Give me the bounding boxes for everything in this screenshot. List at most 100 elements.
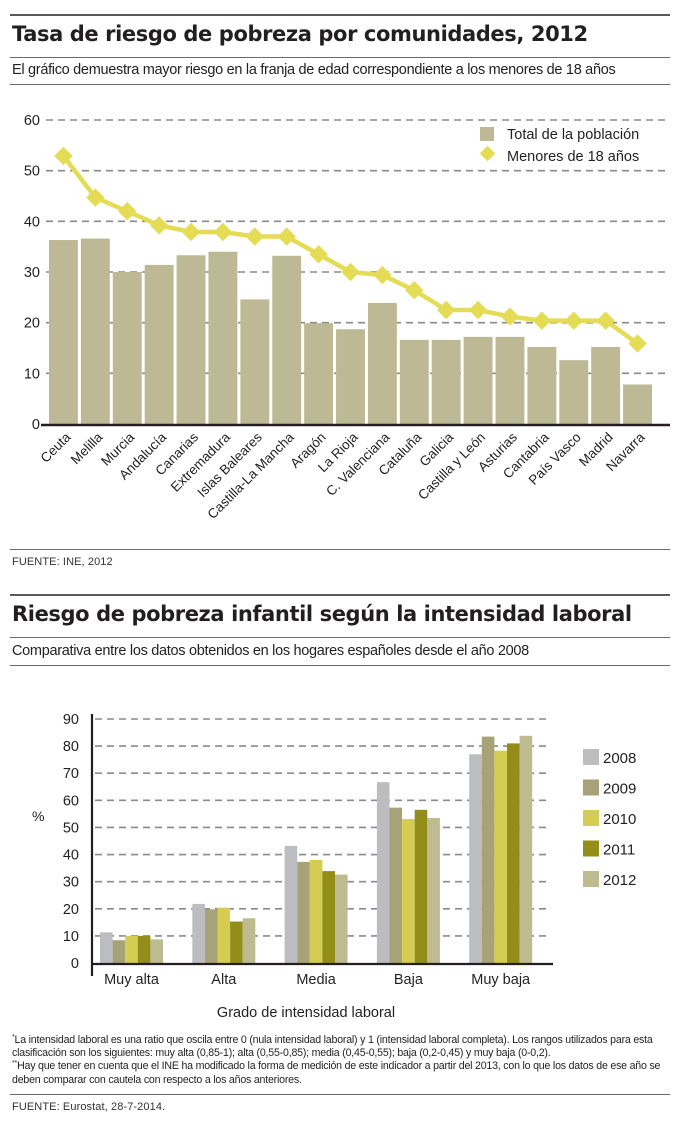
marker-galicia (436, 300, 456, 320)
bar-cataluna (399, 339, 429, 424)
bar-castilla-y-leon (463, 336, 493, 424)
bar-navarra (623, 384, 652, 424)
legend-label-menores: Menores de 18 años (507, 149, 639, 165)
bar-extremadura (208, 251, 238, 424)
bar-canarias (176, 255, 206, 424)
chart1-x-axis-labels: CeutaMelillaMurciaAndalucíaCanariasExtre… (37, 429, 648, 522)
chart2-y-tick-label: 20 (63, 902, 79, 918)
bar-alta-2010 (217, 907, 231, 963)
chart1-y-tick-label: 20 (24, 316, 40, 332)
marker-pais-vasco (564, 311, 583, 330)
legend-swatch-menores (479, 145, 496, 162)
bar-muy-alta-2010 (125, 935, 138, 963)
chart1-title-rule (10, 57, 670, 58)
chart1-y-tick-label: 0 (32, 417, 40, 433)
footnote-1-text: La intensidad laboral es una ratio que o… (12, 1034, 653, 1060)
bar-asturias (495, 336, 525, 424)
chart2-y-tick-label: 70 (63, 766, 79, 782)
marker-madrid (596, 311, 615, 330)
x-label-muy-alta: Muy alta (104, 972, 160, 988)
marker-islas-baleares (245, 227, 265, 246)
legend-swatch-2010 (583, 810, 599, 826)
bar-melilla (80, 238, 110, 424)
x-label-muy-baja: Muy baja (471, 972, 531, 988)
x-label-ceuta: Ceuta (37, 429, 73, 465)
legend-label-2008: 2008 (603, 750, 636, 767)
chart2-y-tick-label: 10 (63, 929, 79, 945)
legend-swatch-2011 (583, 840, 599, 857)
marker-asturias (500, 307, 520, 326)
legend-label-total: Total de la población (507, 127, 639, 143)
bar-muy-alta-2009 (112, 940, 126, 963)
bar-galicia (431, 339, 461, 424)
bar-aragon (304, 323, 334, 424)
top-rule (10, 14, 670, 16)
marker-navarra (628, 334, 647, 353)
bar-madrid (591, 346, 621, 424)
bar-media-2011 (322, 871, 335, 963)
marker-cataluna (405, 281, 424, 300)
marker-castilla-y-leon (468, 300, 488, 320)
chart2-y-tick-label: 0 (71, 956, 79, 972)
bar-castilla-la-mancha (272, 255, 302, 424)
bar-muy-alta-2011 (137, 935, 151, 963)
legend-label-2011: 2011 (603, 842, 635, 859)
bar-media-2010 (309, 859, 323, 963)
footnote-2-marker: ** (12, 1060, 18, 1068)
bar-muy-alta-2008 (100, 932, 113, 963)
chart2-subtitle: Comparativa entre los datos obtenidos en… (12, 643, 529, 659)
chart2-source-rule (10, 1094, 670, 1095)
legend-swatch-2012 (583, 871, 599, 887)
chart1-y-tick-label: 30 (24, 265, 40, 281)
bar-muy-baja-2012 (519, 735, 533, 963)
footnote-1-marker: * (12, 1034, 15, 1041)
chart2-y-axis-label: % (32, 808, 44, 824)
chart2-y-tick-label: 30 (63, 875, 79, 891)
chart2-bars (100, 735, 533, 963)
chart2-y-axis-ticks: 0 10 20 30 40 50 60 70 80 90 (63, 712, 79, 972)
chart1-source: FUENTE: INE, 2012 (12, 556, 113, 568)
marker-castilla-la-mancha (277, 227, 296, 246)
chart1-y-axis-ticks: 0 10 20 30 40 50 60 (24, 113, 40, 433)
chart1-subtitle: El gráfico demuestra mayor riesgo en la … (12, 62, 616, 78)
bar-alta-2008 (192, 903, 205, 963)
bar-la-rioja (336, 329, 365, 424)
marker-canarias (181, 222, 201, 242)
chart1-bars (49, 238, 652, 424)
chart1-y-tick-label: 50 (24, 164, 40, 180)
chart1-line-series (54, 146, 647, 353)
bar-baja-2009 (389, 807, 403, 963)
marker-melilla (86, 188, 105, 207)
bar-andalucia (144, 264, 174, 424)
x-label-baja: Baja (394, 972, 424, 988)
chart2-legend: 2008 2009 2010 2011 2012 (583, 749, 636, 889)
legend-swatch-2008 (583, 749, 599, 765)
bar-muy-baja-2008 (469, 754, 482, 963)
bar-alta-2011 (230, 921, 243, 963)
marker-murcia (118, 202, 137, 221)
bar-baja-2011 (414, 809, 428, 963)
bar-muy-alta-2012 (150, 939, 163, 963)
bar-muy-baja-2011 (507, 743, 520, 963)
chart2-y-tick-label: 40 (63, 848, 79, 864)
chart2-subtitle-rule (10, 665, 670, 666)
bar-media-2009 (297, 861, 310, 963)
chart2-source: FUENTE: Eurostat, 28-7-2014. (12, 1101, 166, 1113)
bar-baja-2012 (427, 817, 440, 963)
footnote-2: **Hay que tener en cuenta que el INE ha … (12, 1060, 672, 1086)
bar-ceuta (49, 240, 78, 424)
chart2-x-axis-title: Grado de intensidad laboral (217, 1005, 395, 1020)
bar-media-2012 (335, 874, 348, 963)
bar-murcia (112, 272, 142, 424)
bar-media-2008 (284, 845, 298, 963)
marker-extremadura (213, 222, 233, 242)
bar-islas-baleares (240, 299, 270, 424)
chart1-y-tick-label: 10 (24, 366, 40, 382)
bar-cantabria (527, 346, 557, 424)
chart1-title: Tasa de riesgo de pobreza por comunidade… (12, 22, 588, 46)
chart1-subtitle-rule (10, 84, 670, 85)
chart2-title-rule (10, 637, 670, 638)
marker-andalucia (149, 216, 169, 235)
x-label-alta: Alta (211, 972, 237, 988)
marker-ceuta (54, 146, 73, 166)
